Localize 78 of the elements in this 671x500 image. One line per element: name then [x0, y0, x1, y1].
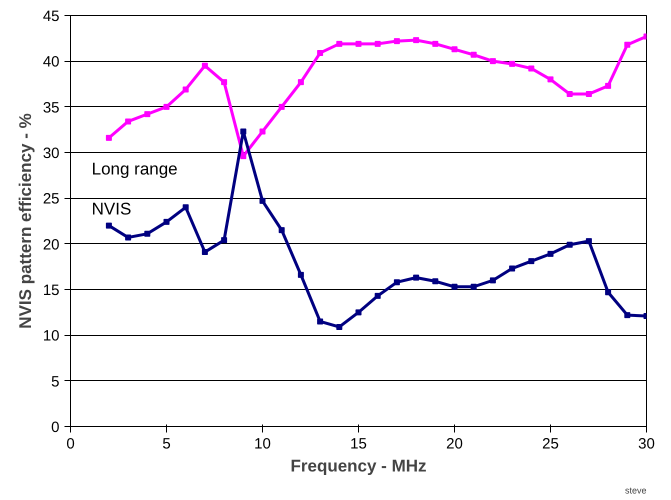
point: [605, 289, 612, 296]
point: [240, 128, 246, 134]
point: [144, 230, 150, 237]
point: [144, 111, 150, 118]
point: [509, 265, 516, 272]
point: [182, 204, 189, 210]
point: [394, 38, 400, 44]
point: [452, 284, 458, 290]
x-tick-label: 30: [638, 436, 655, 452]
point: [164, 104, 170, 110]
point: [125, 234, 132, 240]
x-tick-label: 10: [254, 436, 271, 452]
point: [106, 134, 112, 141]
point: [624, 42, 630, 48]
x-tick-label: 0: [66, 436, 75, 452]
point: [624, 312, 630, 318]
point: [106, 222, 112, 229]
point: [490, 58, 496, 64]
y-tick-label: 10: [42, 328, 60, 345]
point: [202, 249, 208, 256]
point: [356, 40, 362, 47]
series-label: Long range: [92, 159, 178, 178]
point: [240, 153, 246, 160]
x-tick-label: 5: [162, 436, 171, 452]
point: [490, 277, 496, 284]
y-tick-label: 45: [42, 8, 60, 25]
point: [221, 79, 228, 86]
point: [298, 272, 304, 278]
point: [278, 104, 285, 110]
point: [298, 79, 304, 86]
x-tick-label: 20: [446, 436, 463, 452]
point: [278, 227, 285, 234]
point: [528, 258, 534, 264]
point: [374, 40, 381, 47]
y-tick-label: 5: [51, 373, 60, 390]
point: [260, 128, 266, 134]
y-tick-label: 35: [42, 99, 60, 116]
point: [470, 52, 477, 58]
point: [336, 324, 342, 330]
point: [202, 62, 208, 69]
point: [336, 40, 342, 47]
point: [548, 76, 554, 82]
point: [394, 279, 400, 286]
point: [432, 40, 438, 47]
point: [605, 82, 612, 89]
point: [125, 118, 132, 124]
point: [413, 37, 420, 44]
x-axis-title: Frequency - MHz: [290, 456, 427, 476]
x-tick-label: 15: [350, 436, 367, 452]
y-axis-title: NVIS pattern efficiency - %: [16, 113, 35, 329]
point: [586, 91, 592, 98]
point: [452, 46, 458, 52]
point: [413, 274, 420, 281]
y-tick-label: 30: [42, 145, 60, 162]
point: [182, 86, 189, 92]
point: [432, 278, 438, 284]
point: [317, 50, 324, 56]
point: [566, 242, 573, 248]
point: [548, 250, 554, 257]
text: steve: [624, 486, 647, 496]
point: [586, 238, 592, 244]
point: [317, 318, 324, 324]
point: [356, 309, 362, 316]
series-label: NVIS: [92, 200, 132, 219]
point: [509, 60, 516, 67]
point: [528, 65, 534, 72]
y-tick-label: 20: [42, 236, 60, 254]
point: [374, 292, 381, 299]
point: [164, 218, 170, 225]
y-tick-label: 40: [42, 54, 60, 71]
x-tick-label: 25: [542, 436, 559, 452]
y-tick-label: 0: [51, 419, 60, 436]
point: [470, 284, 477, 290]
y-tick-label: 15: [42, 282, 60, 299]
point: [260, 198, 266, 204]
y-tick-label: 25: [42, 190, 60, 208]
point: [566, 91, 573, 98]
point: [221, 237, 228, 244]
